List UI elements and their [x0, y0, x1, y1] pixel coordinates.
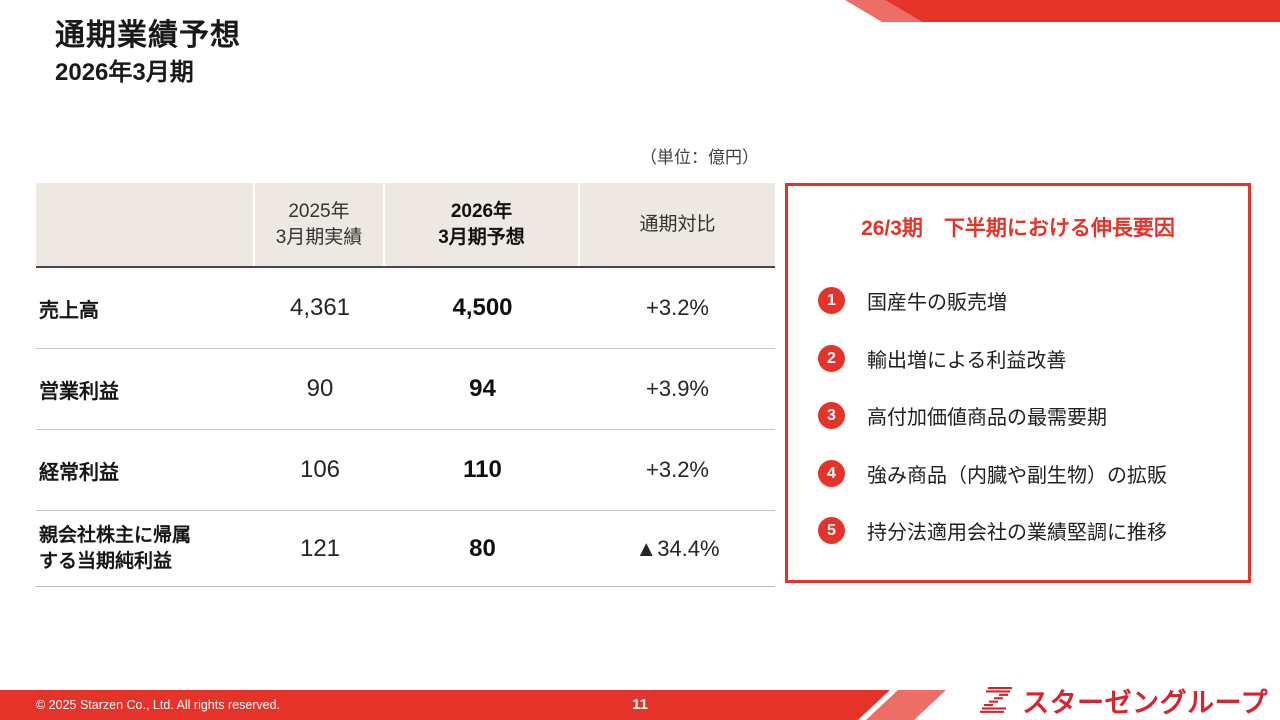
footer-bar-dark-stripe — [0, 690, 890, 720]
factor-item: 4 強み商品（内臓や副生物）の拡販 — [788, 445, 1248, 503]
row-label: 経常利益 — [39, 461, 119, 484]
factor-item: 2 輸出増による利益改善 — [788, 330, 1248, 388]
header-cell-actual: 2025年 3月期実績 — [255, 183, 385, 266]
factor-item: 3 高付加価値商品の最需要期 — [788, 387, 1248, 445]
header-forecast-line2: 3月期予想 — [438, 226, 525, 248]
top-band-dark-stripe — [885, 0, 1280, 22]
header-change-label: 通期対比 — [639, 213, 716, 235]
cell-forecast: 4,500 — [452, 294, 513, 321]
factors-list: 1 国産牛の販売増 2 輸出増による利益改善 3 高付加価値商品の最需要期 4 … — [788, 272, 1248, 560]
factor-number-badge: 2 — [818, 344, 845, 372]
cell-forecast: 80 — [469, 534, 496, 562]
header-cell-change: 通期対比 — [580, 183, 775, 266]
table-row-sales: 売上高 4,361 4,500 +3.2% — [36, 266, 775, 348]
unit-note: （単位：億円） — [640, 148, 759, 167]
starzen-logo: スターゼングループ — [978, 681, 1268, 720]
cell-actual: 4,361 — [289, 294, 351, 321]
cell-change: ▲34.4% — [635, 535, 720, 561]
factor-number-badge: 3 — [818, 402, 845, 430]
table-row-ordinary-profit: 経常利益 106 110 +3.2% — [36, 429, 775, 510]
cell-change: +3.9% — [646, 376, 709, 401]
top-band-decoration — [0, 0, 1280, 22]
cell-actual: 121 — [299, 534, 341, 562]
factor-text: 強み商品（内臓や副生物）の拡販 — [867, 464, 1167, 487]
table-header-row: 2025年 3月期実績 2026年 3月期予想 通期対比 — [36, 183, 775, 266]
factor-number-badge: 5 — [818, 517, 845, 545]
cell-forecast: 94 — [469, 375, 496, 402]
cell-actual: 90 — [306, 375, 334, 402]
financial-table: 2025年 3月期実績 2026年 3月期予想 通期対比 売上高 4,361 4… — [36, 183, 775, 587]
factor-number-badge: 4 — [818, 459, 845, 487]
growth-factors-box: 26/3期 下半期における伸長要因 1 国産牛の販売増 2 輸出増による利益改善… — [785, 183, 1251, 583]
factor-text: 高付加価値商品の最需要期 — [867, 407, 1107, 430]
footer-bar — [0, 690, 1280, 720]
cell-actual: 106 — [299, 456, 341, 483]
header-actual-line2: 3月期実績 — [275, 226, 363, 248]
page-number: 11 — [632, 696, 648, 713]
page-subtitle: 2026年3月期 — [55, 59, 194, 86]
cell-change: +3.2% — [646, 295, 709, 320]
factor-text: 国産牛の販売増 — [867, 292, 1007, 315]
starzen-logo-icon — [980, 687, 1013, 713]
row-label: 営業利益 — [39, 380, 119, 403]
factor-text: 輸出増による利益改善 — [867, 349, 1067, 372]
header-cell-empty — [36, 183, 255, 266]
starzen-logo-text: スターゼングループ — [1022, 688, 1268, 718]
factors-box-title: 26/3期 下半期における伸長要因 — [861, 217, 1175, 240]
row-label: 親会社株主に帰属する当期純利益 — [36, 511, 255, 586]
page-title: 通期業績予想 — [55, 19, 241, 52]
factor-item: 1 国産牛の販売増 — [788, 272, 1248, 330]
factor-item: 5 持分法適用会社の業績堅調に推移 — [788, 502, 1248, 560]
header-cell-forecast: 2026年 3月期予想 — [385, 183, 580, 266]
table-row-net-income: 親会社株主に帰属する当期純利益 121 80 ▲34.4% — [36, 510, 775, 586]
cell-change: +3.2% — [646, 457, 709, 482]
copyright-text: © 2025 Starzen Co., Ltd. All rights rese… — [36, 698, 281, 712]
table-row-operating-profit: 営業利益 90 94 +3.9% — [36, 348, 775, 429]
factor-text: 持分法適用会社の業績堅調に推移 — [867, 522, 1167, 545]
row-label-text: 親会社株主に帰属する当期純利益 — [39, 525, 192, 572]
cell-forecast: 110 — [463, 456, 502, 483]
header-actual-line1: 2025年 — [288, 201, 350, 223]
header-forecast-line1: 2026年 — [450, 201, 513, 223]
factor-number-badge: 1 — [818, 287, 845, 315]
row-label: 売上高 — [39, 299, 99, 322]
